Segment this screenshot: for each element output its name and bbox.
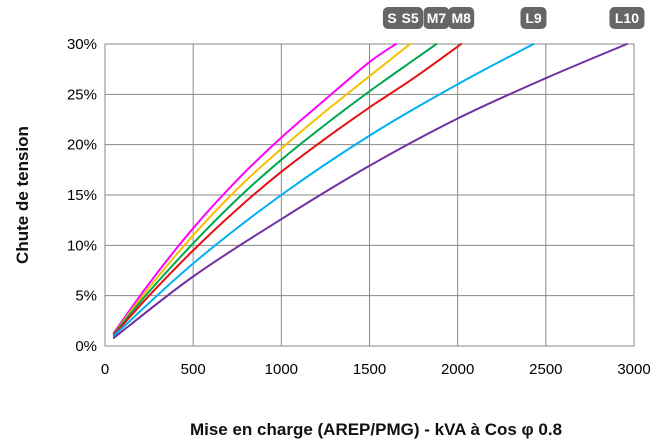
series-line-s4 [112,43,397,334]
x-tick-label: 2000 [441,361,474,378]
legend-badge-m7: M7 [423,7,450,29]
series-line-m8 [112,43,463,336]
y-tick-label: 15% [67,187,97,204]
y-axis-title: Chute de tension [13,126,32,264]
y-tick-label: 0% [75,338,97,355]
y-tick-label: 10% [67,237,97,254]
legend-badge-m8: M8 [448,7,475,29]
series-line-s5 [112,43,412,335]
badge-background [423,7,450,29]
series-line-l10 [112,43,628,339]
series-line-m7 [112,43,438,335]
x-tick-label: 500 [181,361,206,378]
x-tick-label: 0 [101,361,109,378]
series-line-l9 [112,43,535,337]
x-axis-ticks: 0 500 1000 1500 2000 2500 3000 [101,361,651,378]
badge-label: M7 [427,10,447,26]
badge-background [520,7,547,29]
badge-label: S5 [401,10,418,26]
badge-label: L10 [615,10,639,26]
y-tick-label: 25% [67,86,97,103]
x-tick-label: 1000 [265,361,298,378]
x-tick-label: 1500 [353,361,386,378]
grid [104,43,635,347]
badge-background [609,7,645,29]
legend-badge-l9: L9 [520,7,547,29]
badge-background [448,7,475,29]
legend-badge-l10: L10 [609,7,645,29]
badge-label: M8 [451,10,471,26]
x-tick-label: 3000 [617,361,650,378]
badge-label: L9 [525,10,542,26]
x-tick-label: 2500 [529,361,562,378]
y-tick-label: 5% [75,288,97,305]
legend-badge-s5: S5 [397,7,424,29]
x-axis-title: Mise en charge (AREP/PMG) - kVA à Cos φ … [190,420,562,439]
badge-background [397,7,424,29]
y-axis-ticks: 0% 5% 10% 15% 20% 25% 30% [67,36,97,355]
series-lines [112,43,628,339]
y-tick-label: 20% [67,137,97,154]
y-tick-label: 30% [67,36,97,53]
